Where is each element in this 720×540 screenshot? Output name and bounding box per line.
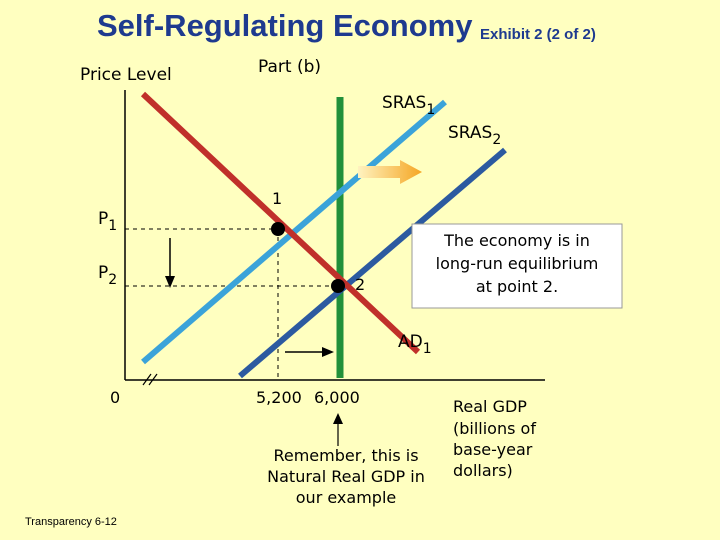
gdp-tick-6000: 6,000 (314, 388, 360, 407)
price-drop-arrow (165, 238, 175, 288)
footer-label: Transparency 6-12 (25, 516, 117, 528)
equilibrium-point-1 (271, 222, 285, 236)
svg-text:dollars): dollars) (453, 461, 513, 480)
y-axis-label: Price Level (80, 65, 172, 85)
gdp-shift-arrow (285, 347, 334, 357)
point-2-label: 2 (355, 275, 365, 294)
ad1-label: AD1 (398, 332, 432, 357)
note-arrow (333, 413, 343, 446)
svg-text:Remember, this is: Remember, this is (273, 446, 418, 465)
origin-label: 0 (110, 388, 120, 407)
part-label: Part (b) (258, 57, 321, 77)
gdp-tick-5200: 5,200 (256, 388, 302, 407)
shift-right-arrow (358, 160, 422, 184)
sras2-label: SRAS2 (448, 123, 501, 148)
sras2-curve (238, 147, 507, 379)
point-1-label: 1 (272, 189, 282, 208)
svg-text:our example: our example (296, 488, 396, 507)
svg-text:at point 2.: at point 2. (476, 277, 558, 296)
axis-break-icon (142, 373, 158, 386)
p2-label: P2 (98, 263, 117, 288)
x-axis-label: Real GDP (billions of base-year dollars) (453, 397, 536, 480)
svg-text:base-year: base-year (453, 440, 533, 459)
page-title: Self-Regulating Economy (97, 8, 473, 43)
equilibrium-point-2 (331, 279, 345, 293)
svg-text:Real GDP: Real GDP (453, 397, 527, 416)
equilibrium-callout: The economy is in long-run equilibrium a… (411, 223, 623, 309)
svg-text:Natural Real GDP in: Natural Real GDP in (267, 467, 425, 486)
svg-text:long-run equilibrium: long-run equilibrium (436, 254, 599, 273)
p1-label: P1 (98, 209, 117, 234)
natural-gdp-note: Remember, this is Natural Real GDP in ou… (267, 446, 425, 507)
svg-text:The economy is in: The economy is in (443, 231, 590, 250)
svg-text:(billions of: (billions of (453, 419, 536, 438)
sras1-label: SRAS1 (382, 93, 435, 118)
exhibit-subtitle: Exhibit 2 (2 of 2) (480, 26, 596, 43)
